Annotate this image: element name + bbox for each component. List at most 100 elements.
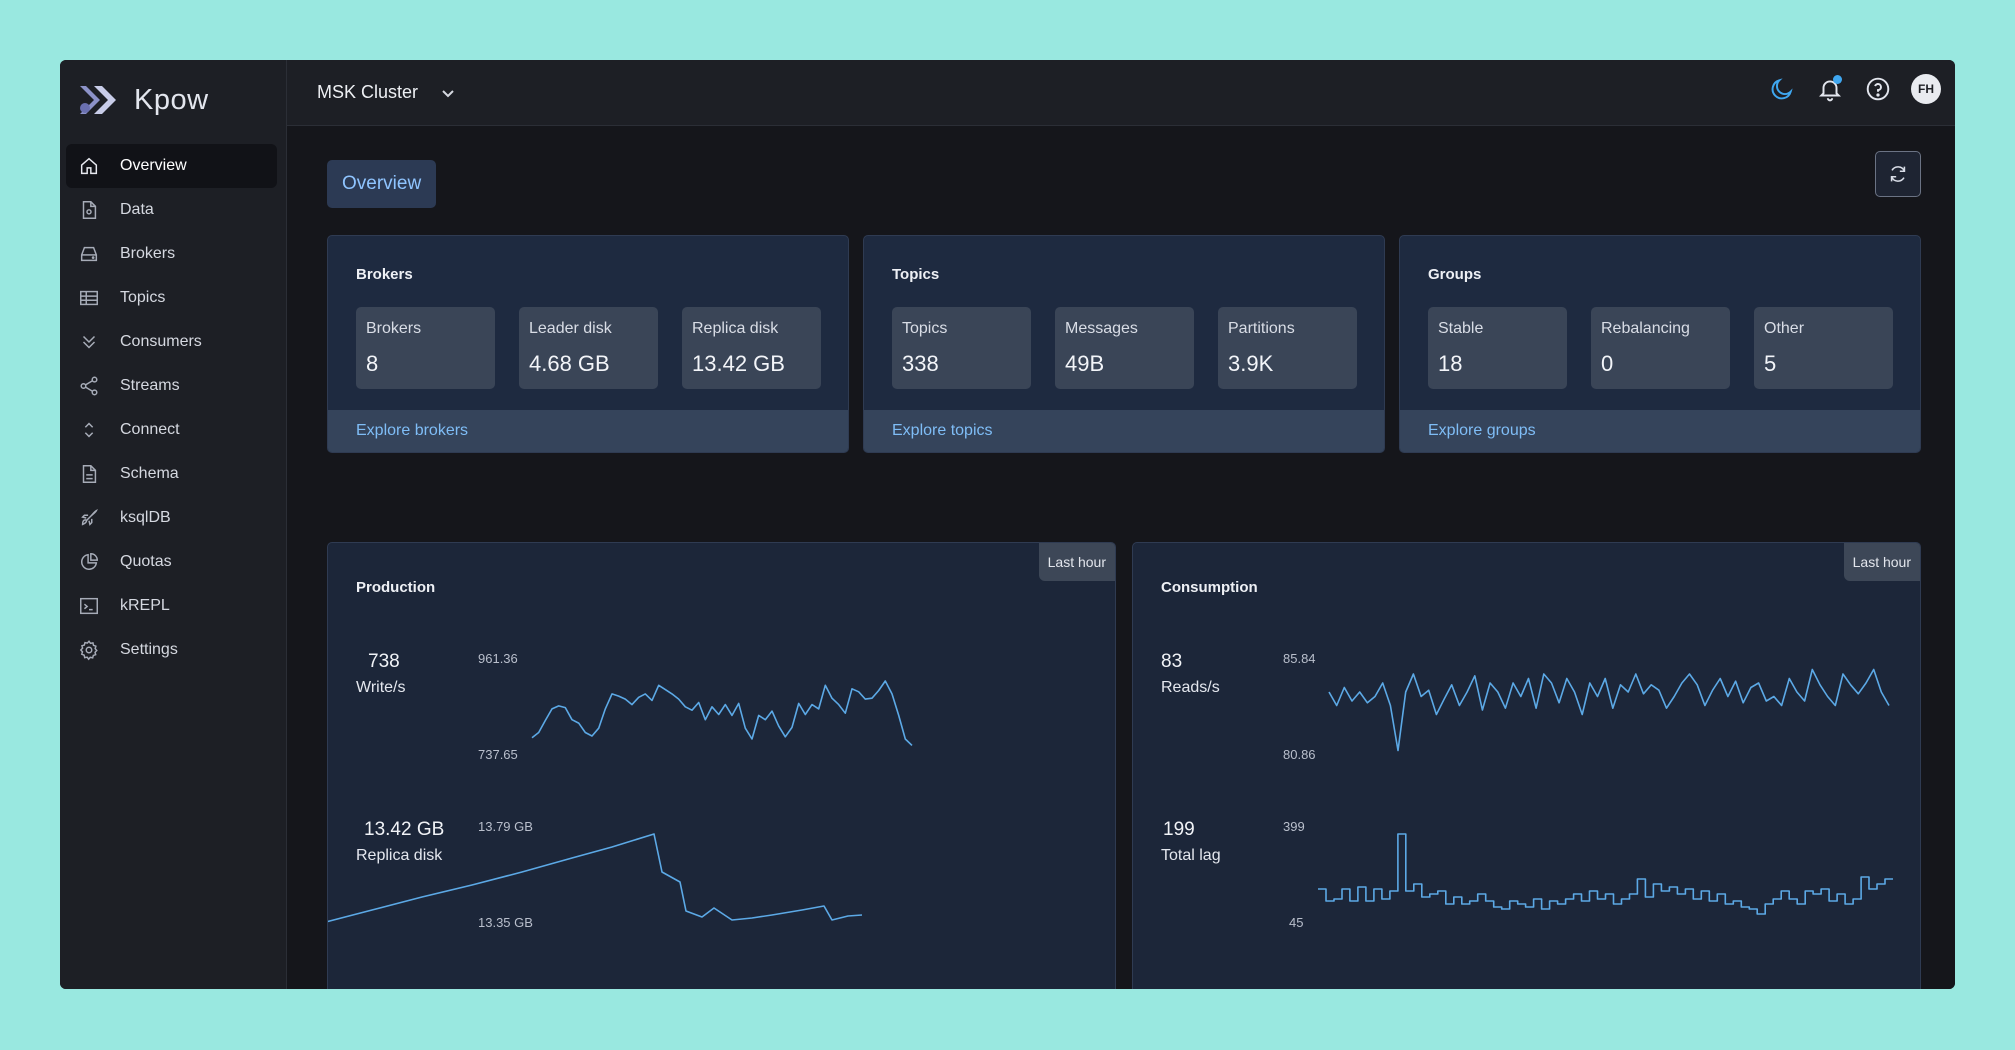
lag-series-line — [1318, 833, 1893, 915]
sidebar-item-label: Consumers — [120, 333, 202, 350]
logo[interactable]: Kpow — [76, 80, 209, 120]
refresh-button[interactable] — [1875, 151, 1921, 197]
replica-series-line — [328, 833, 863, 923]
brokers-card-footer: Explore brokers — [328, 410, 848, 452]
topics-card-title: Topics — [892, 266, 940, 283]
stat-stable: Stable 18 — [1428, 307, 1567, 389]
total-lag-label: Total lag — [1161, 847, 1221, 864]
reads-sparkline — [1328, 668, 1890, 752]
stat-value: 0 — [1601, 351, 1614, 376]
replica-disk-sparkline — [328, 833, 863, 923]
sidebar-item-brokers[interactable]: Brokers — [66, 232, 277, 276]
sidebar-item-label: Settings — [120, 641, 178, 658]
replica-disk-value: 13.42 GB — [364, 819, 445, 840]
sidebar-item-label: Brokers — [120, 245, 176, 262]
notifications-button[interactable] — [1815, 74, 1845, 104]
chevron-up-down-icon — [84, 422, 94, 438]
sidebar-item-connect[interactable]: Connect — [66, 408, 277, 452]
stat-value: 18 — [1438, 351, 1463, 376]
sidebar-item-settings[interactable]: Settings — [66, 628, 277, 672]
document-icon — [82, 201, 97, 219]
user-avatar[interactable]: FH — [1911, 74, 1941, 104]
stat-leader-disk: Leader disk 4.68 GB — [519, 307, 658, 389]
sidebar-item-consumers[interactable]: Consumers — [66, 320, 277, 364]
bell-icon — [1818, 80, 1842, 102]
brokers-card-title: Brokers — [356, 266, 413, 283]
time-range-selector[interactable]: Last hour — [1843, 543, 1920, 581]
stat-topics: Topics 338 — [892, 307, 1031, 389]
time-range-selector[interactable]: Last hour — [1038, 543, 1115, 581]
gear-icon — [79, 640, 98, 661]
tab-overview[interactable]: Overview — [327, 160, 437, 208]
reads-axis-max: 85.84 — [1283, 651, 1316, 666]
writes-axis-max: 961.36 — [478, 651, 518, 666]
lag-axis-min: 45 — [1289, 915, 1304, 930]
app-window: Kpow Overview Data Brokers Topics Consumers S… — [60, 60, 1955, 989]
stat-value: 3.9K — [1228, 351, 1274, 376]
double-chevron-down-icon — [82, 335, 96, 349]
sidebar-item-quotas[interactable]: Quotas — [66, 540, 277, 584]
writes-axis-min: 737.65 — [478, 747, 518, 762]
stat-replica-disk: Replica disk 13.42 GB — [682, 307, 821, 389]
sidebar-item-ksqldb[interactable]: ksqlDB — [66, 496, 277, 540]
theme-toggle-button[interactable] — [1767, 74, 1797, 104]
hard-drive-icon — [80, 246, 98, 262]
production-title: Production — [356, 579, 436, 596]
stat-label: Partitions — [1228, 320, 1295, 337]
groups-card: Groups Stable 18 Rebalancing 0 Other 5 E… — [1399, 235, 1921, 453]
sidebar-item-label: Quotas — [120, 553, 172, 570]
sidebar-item-overview[interactable]: Overview — [66, 144, 277, 188]
sidebar-item-schema[interactable]: Schema — [66, 452, 277, 496]
main-content: Overview Brokers Brokers 8 Leader disk 4… — [287, 127, 1955, 989]
stat-label: Brokers — [366, 320, 422, 337]
stat-label: Other — [1764, 320, 1805, 337]
terminal-icon — [80, 597, 98, 615]
app-name: Kpow — [134, 83, 209, 116]
file-text-icon — [82, 465, 97, 483]
explore-groups-link[interactable]: Explore groups — [1428, 422, 1536, 439]
stat-rebalancing: Rebalancing 0 — [1591, 307, 1730, 389]
stat-label: Messages — [1065, 320, 1138, 337]
explore-brokers-link[interactable]: Explore brokers — [356, 422, 469, 439]
sidebar-item-label: Schema — [120, 465, 179, 482]
sidebar-item-streams[interactable]: Streams — [66, 364, 277, 408]
topics-card-footer: Explore topics — [864, 410, 1384, 452]
total-lag-sparkline — [1318, 833, 1893, 915]
topbar: MSK Cluster FH — [287, 60, 1955, 126]
cluster-selector[interactable]: MSK Cluster — [317, 82, 456, 103]
table-icon — [80, 290, 98, 306]
sidebar-nav: Overview Data Brokers Topics Consumers Stream… — [66, 144, 277, 672]
sidebar-item-label: Topics — [120, 289, 166, 306]
reads-value: 83 — [1161, 651, 1183, 672]
cluster-name: MSK Cluster — [317, 82, 419, 102]
replica-axis-min: 13.35 GB — [478, 915, 533, 930]
sidebar-item-topics[interactable]: Topics — [66, 276, 277, 320]
moon-icon — [1771, 78, 1793, 100]
writes-value: 738 — [368, 651, 400, 672]
notification-dot — [1833, 75, 1842, 84]
stat-value: 8 — [366, 351, 379, 376]
sidebar-item-label: Connect — [120, 421, 180, 438]
topbar-actions: FH — [1749, 74, 1941, 104]
reads-series-line — [1328, 668, 1890, 752]
sidebar-item-krepl[interactable]: kREPL — [66, 584, 277, 628]
sidebar-item-label: Data — [120, 201, 154, 218]
brokers-card: Brokers Brokers 8 Leader disk 4.68 GB Re… — [327, 235, 849, 453]
stat-value: 338 — [902, 351, 939, 376]
stat-label: Stable — [1438, 320, 1484, 337]
writes-series-line — [531, 680, 913, 746]
reads-label: Reads/s — [1161, 679, 1220, 696]
help-button[interactable] — [1863, 74, 1893, 104]
stat-value: 49B — [1065, 351, 1105, 376]
stat-label: Replica disk — [692, 320, 779, 337]
explore-topics-link[interactable]: Explore topics — [892, 422, 993, 439]
topics-card: Topics Topics 338 Messages 49B Partition… — [863, 235, 1385, 453]
share-icon — [80, 376, 98, 396]
stat-value: 5 — [1764, 351, 1777, 376]
kpow-logo-icon — [80, 86, 116, 114]
sidebar-item-label: kREPL — [120, 597, 170, 614]
sidebar-item-label: Overview — [120, 157, 187, 174]
pie-chart-icon — [81, 553, 98, 570]
sidebar-item-data[interactable]: Data — [66, 188, 277, 232]
groups-card-title: Groups — [1428, 266, 1482, 283]
